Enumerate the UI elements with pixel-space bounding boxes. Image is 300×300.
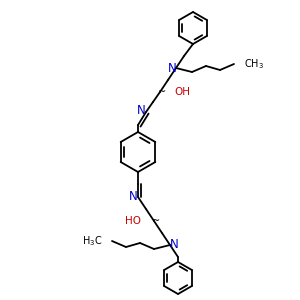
Text: CH$_3$: CH$_3$ [244,57,264,71]
Text: HO: HO [125,216,141,226]
Text: N: N [136,104,146,118]
Text: ~: ~ [152,216,160,226]
Text: OH: OH [174,87,190,97]
Text: ~: ~ [158,87,166,97]
Text: N: N [169,238,178,251]
Text: N: N [168,61,176,74]
Text: N: N [129,190,137,202]
Text: H$_3$C: H$_3$C [82,234,102,248]
